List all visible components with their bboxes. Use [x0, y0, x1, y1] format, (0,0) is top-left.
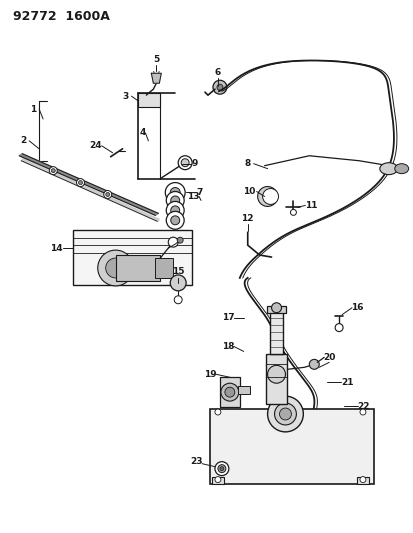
Circle shape [166, 191, 184, 209]
Text: 21: 21 [340, 378, 352, 387]
Circle shape [105, 192, 109, 197]
Circle shape [267, 365, 285, 383]
Bar [237, 386, 249, 394]
Bar [211, 477, 223, 483]
Circle shape [359, 409, 365, 415]
Bar [155, 258, 173, 278]
Circle shape [214, 477, 221, 482]
Bar [269, 310, 283, 354]
Circle shape [105, 258, 125, 278]
Circle shape [219, 467, 223, 471]
Circle shape [76, 179, 84, 187]
Circle shape [49, 167, 57, 175]
Circle shape [290, 209, 296, 215]
Circle shape [224, 387, 234, 397]
Ellipse shape [394, 164, 408, 174]
Bar [266, 306, 286, 313]
Circle shape [97, 250, 133, 286]
Text: 8: 8 [244, 159, 250, 168]
Bar [219, 377, 239, 407]
Circle shape [279, 408, 291, 420]
Bar [138, 93, 160, 107]
Text: 1: 1 [30, 104, 36, 114]
Circle shape [181, 159, 189, 167]
Text: 11: 11 [304, 201, 317, 210]
Circle shape [214, 409, 221, 415]
Text: 12: 12 [241, 214, 253, 223]
Text: 16: 16 [350, 303, 362, 312]
Text: 22: 22 [357, 401, 369, 410]
Circle shape [170, 216, 179, 225]
Text: 18: 18 [221, 342, 233, 351]
Circle shape [170, 206, 179, 215]
Circle shape [267, 396, 303, 432]
Circle shape [170, 275, 186, 291]
Circle shape [177, 237, 183, 243]
Circle shape [309, 359, 318, 369]
Circle shape [78, 181, 82, 184]
Circle shape [271, 303, 281, 313]
Text: 19: 19 [203, 370, 216, 379]
Bar [73, 230, 192, 285]
Circle shape [359, 477, 365, 482]
Circle shape [174, 296, 182, 304]
Text: 24: 24 [89, 141, 102, 150]
Text: 92772  1600A: 92772 1600A [13, 10, 110, 23]
Circle shape [274, 403, 296, 425]
Polygon shape [151, 74, 161, 83]
Circle shape [166, 201, 184, 219]
Text: 7: 7 [197, 188, 203, 197]
Text: 6: 6 [214, 68, 221, 77]
Text: 17: 17 [221, 313, 234, 322]
Circle shape [170, 196, 179, 205]
Bar [265, 354, 287, 404]
Text: 3: 3 [122, 92, 128, 101]
Circle shape [212, 80, 226, 94]
Circle shape [104, 190, 112, 198]
Text: 20: 20 [322, 353, 335, 362]
Circle shape [335, 324, 342, 332]
Circle shape [165, 183, 185, 203]
Text: 10: 10 [243, 187, 255, 196]
Circle shape [168, 237, 178, 247]
Text: 9: 9 [192, 159, 198, 168]
Text: 4: 4 [139, 128, 145, 138]
Text: 5: 5 [153, 55, 159, 64]
Circle shape [221, 383, 238, 401]
Polygon shape [21, 159, 159, 221]
Polygon shape [19, 154, 158, 215]
Bar [356, 477, 368, 483]
Bar [115, 255, 160, 281]
Text: 14: 14 [50, 244, 62, 253]
Circle shape [51, 168, 55, 173]
Ellipse shape [379, 163, 397, 175]
Text: 2: 2 [20, 136, 26, 146]
Text: 13: 13 [186, 192, 199, 201]
Circle shape [257, 187, 277, 206]
Circle shape [216, 84, 222, 90]
Circle shape [166, 212, 184, 229]
Circle shape [170, 188, 180, 197]
Text: 23: 23 [190, 457, 202, 466]
Text: 15: 15 [171, 268, 184, 277]
Circle shape [178, 156, 192, 169]
Circle shape [214, 462, 228, 475]
Circle shape [217, 465, 225, 473]
Bar [209, 409, 373, 483]
Circle shape [262, 189, 278, 205]
